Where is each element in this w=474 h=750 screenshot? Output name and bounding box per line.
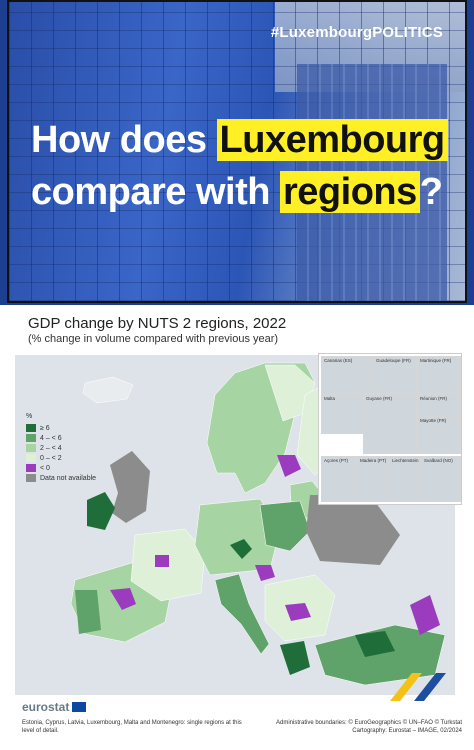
question-mark: ? [419,171,443,213]
headline-text: How does [31,119,217,161]
legend-swatch [26,444,36,452]
europe-map [15,355,455,695]
inset-label: Mayotte (FR) [420,418,447,423]
banner-image: #LuxembourgPOLITICS How does Luxembourg … [7,0,467,303]
region-negative-central [255,565,275,581]
region-italy [214,573,270,655]
region-poland [259,500,311,552]
headline-line-1: How does Luxembourg [31,114,448,166]
inset-label: Réunion (FR) [420,396,448,401]
region-negative-balkans [285,603,311,621]
legend-swatch [26,474,36,482]
region-strong-growth-central [230,539,252,559]
inset-guyane: Guyane (FR) [363,394,417,454]
legend-label: 2 – < 4 [40,444,62,452]
legend-label: Data not available [40,474,97,482]
region-portugal [75,590,101,634]
region-ireland [87,492,115,530]
headline-line-2: compare with regions? [31,166,448,218]
eu-flag-icon [72,702,87,712]
region-negative-baltic [277,455,301,477]
legend-item: Data not available [26,473,96,483]
headline-text: compare with [31,171,280,213]
legend-label: < 0 [40,464,50,472]
region-iceland [82,376,134,404]
legend-swatch [26,454,36,462]
inset-malta: Malta [321,394,363,434]
legend-swatch [26,464,36,472]
legend-item: ≥ 6 [26,423,96,433]
highlight-regions: regions [280,171,420,213]
inset-mayotte: Mayotte (FR) [417,416,461,454]
legend-item: < 0 [26,463,96,473]
hashtag: #LuxembourgPOLITICS [270,24,443,41]
highlight-luxembourg: Luxembourg [216,119,448,161]
legend-swatch [26,424,36,432]
inset-acores: Açores (PT) [321,456,357,502]
inset-label: Martinique (FR) [420,358,452,363]
header-banner: #LuxembourgPOLITICS How does Luxembourg … [0,0,474,305]
inset-label: Svalbard (NO) [424,458,453,463]
inset-label: Açores (PT) [324,458,349,463]
inset-canarias: Canarias (ES) [321,356,373,394]
legend-label: ≥ 6 [40,424,50,432]
map-title: GDP change by NUTS 2 regions, 2022 [28,315,287,332]
region-negative-france [155,555,169,567]
legend-label: 4 – < 6 [40,434,62,442]
inset-svalbard: Svalbard (NO) [421,456,461,502]
inset-label: Canarias (ES) [324,358,353,363]
headline: How does Luxembourg compare with regions… [31,114,448,218]
footnote-right: Administrative boundaries: © EuroGeograp… [275,720,462,734]
inset-maps: Canarias (ES) Guadeloupe (FR) Martinique… [318,353,462,505]
region-no-data-east [306,495,400,565]
region-greece [280,641,310,675]
inset-martinique: Martinique (FR) [417,356,461,394]
legend-unit: % [26,413,33,420]
corner-logo-icon [390,673,446,701]
inset-liechtenstein: Liechtenstein [389,456,421,502]
footnote-left: Estonia, Cyprus, Latvia, Luxembourg, Mal… [22,720,242,734]
region-strong-growth-turkey [355,631,395,657]
legend-item: 0 – < 2 [26,453,96,463]
legend: % ≥ 6 4 – < 6 2 – < 4 0 – < 2 < 0 Data n… [26,413,96,483]
inset-reunion: Réunion (FR) [417,394,461,416]
legend-label: 0 – < 2 [40,454,62,462]
legend-item: 2 – < 4 [26,443,96,453]
inset-label: Madeira (PT) [360,458,387,463]
inset-label: Guadeloupe (FR) [376,358,411,363]
legend-item: 4 – < 6 [26,433,96,443]
eurostat-logo: eurostat [22,700,87,714]
inset-label: Guyane (FR) [366,396,393,401]
region-uk [110,451,150,523]
region-negative-turkey [410,595,440,635]
inset-guadeloupe: Guadeloupe (FR) [373,356,417,394]
legend-swatch [26,434,36,442]
inset-label: Malta [324,396,336,401]
region-negative-spain [110,588,136,610]
inset-label: Liechtenstein [392,458,419,463]
map-section: GDP change by NUTS 2 regions, 2022 (% ch… [0,305,474,750]
logo-text: eurostat [22,700,70,714]
map-subtitle: (% change in volume compared with previo… [28,333,279,345]
inset-madeira: Madeira (PT) [357,456,389,502]
